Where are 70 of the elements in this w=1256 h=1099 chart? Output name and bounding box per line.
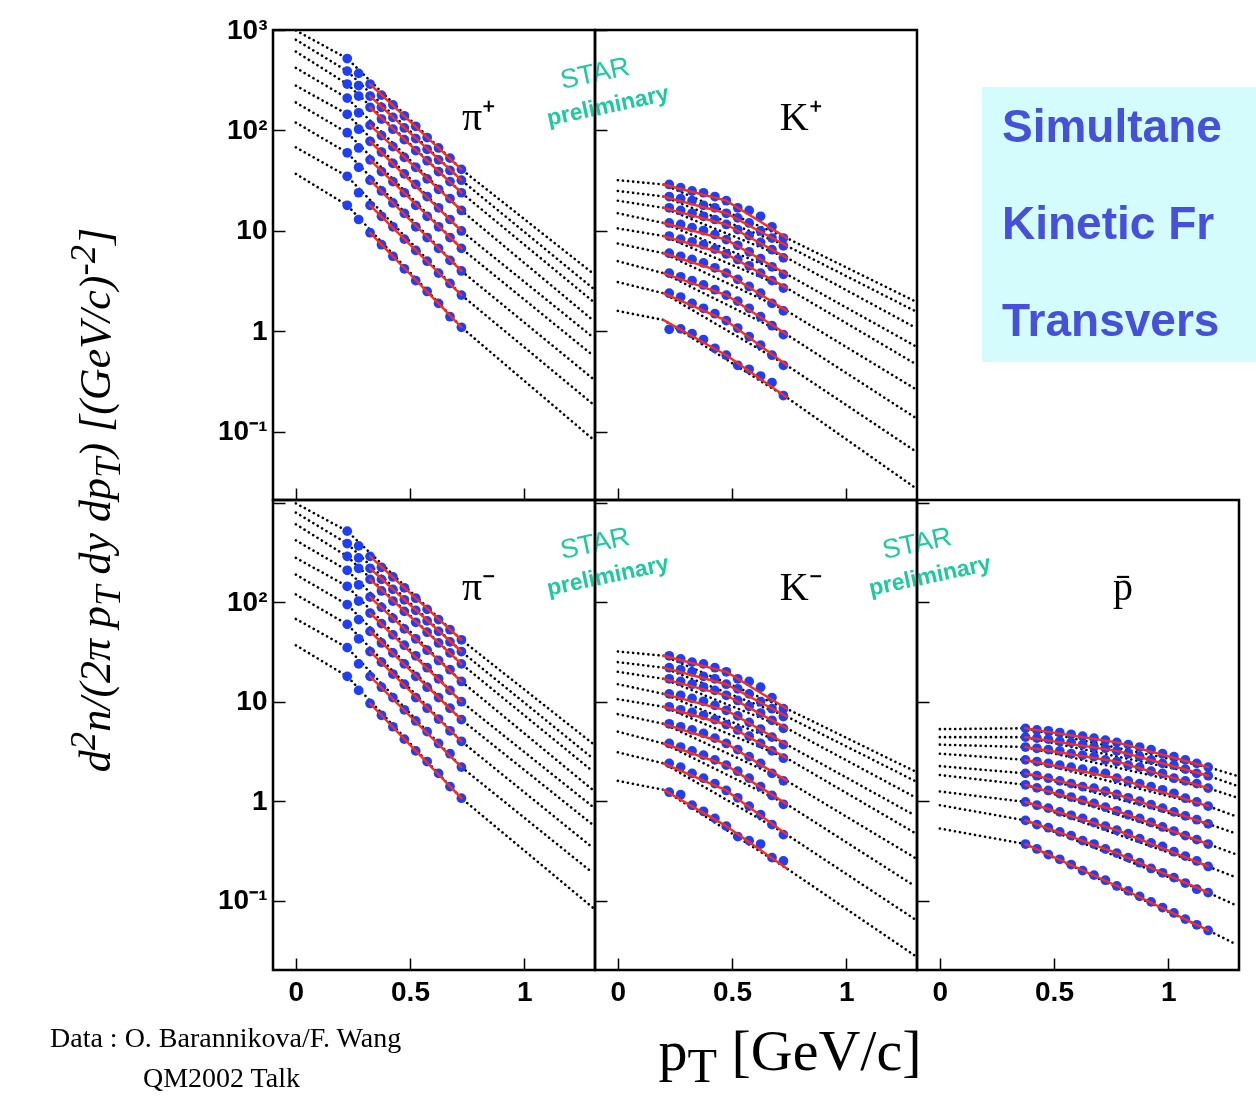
point — [353, 214, 364, 225]
text: QM2002 Talk — [143, 1062, 300, 1094]
point — [342, 147, 353, 158]
annotation: π⁺ — [461, 94, 497, 139]
x-tick-label: 0 — [932, 975, 949, 1007]
annotation: STAR — [879, 521, 955, 565]
point — [353, 143, 364, 153]
x-tick-label: 1 — [1160, 975, 1177, 1007]
point — [755, 839, 766, 849]
annotation: K⁺ — [779, 94, 823, 139]
y-tick-label: 10 — [236, 685, 268, 717]
annotation: p̄ — [1113, 564, 1134, 609]
point — [353, 633, 364, 644]
point — [353, 80, 364, 91]
point — [353, 107, 364, 118]
x-tick-label: 0 — [288, 975, 305, 1007]
point — [342, 53, 353, 64]
point — [353, 162, 364, 173]
point — [342, 642, 353, 653]
point — [342, 109, 353, 120]
point — [342, 79, 353, 89]
point — [342, 599, 353, 610]
x-tick-label: 0.5 — [391, 975, 430, 1007]
annotation: π⁻ — [461, 564, 497, 609]
x-tick-label: 0.5 — [1035, 975, 1074, 1007]
point — [342, 93, 353, 103]
point — [342, 66, 353, 76]
point — [342, 526, 353, 537]
point — [353, 540, 364, 551]
x-tick-label: 0.5 — [713, 975, 752, 1007]
y-tick-label: 1 — [251, 314, 268, 346]
point — [342, 671, 353, 682]
point — [342, 565, 353, 576]
text: Transvers — [1002, 293, 1220, 347]
point — [353, 659, 364, 669]
point — [342, 538, 353, 549]
point — [353, 187, 364, 198]
text: Kinetic Fr — [1002, 196, 1215, 250]
point — [353, 614, 364, 625]
y-tick-label: 1 — [251, 784, 268, 816]
y-tick-label: 10 — [236, 214, 268, 246]
x-tick-label: 1 — [838, 975, 855, 1007]
x-tick-label: 1 — [516, 975, 533, 1007]
point — [342, 200, 353, 211]
x-axis-title: p$_{T}$ [GeV/c] — [658, 1016, 922, 1094]
point — [342, 581, 353, 592]
point — [353, 563, 364, 574]
point — [342, 551, 353, 562]
point — [342, 619, 353, 630]
point — [353, 596, 364, 606]
x-tick-label: 0 — [610, 975, 627, 1007]
point — [353, 124, 364, 135]
point — [755, 682, 766, 693]
point — [342, 127, 353, 138]
point — [353, 685, 364, 696]
point — [353, 579, 364, 590]
annotation: STAR — [557, 51, 633, 95]
text: Data : O. Barannikova/F. Wang — [50, 1022, 402, 1054]
point — [664, 324, 675, 335]
y-tick-label: 10² — [227, 113, 268, 145]
y-tick-label: 10⁻¹ — [218, 884, 268, 916]
y-tick-label: 10⁻¹ — [218, 415, 268, 447]
point — [353, 68, 364, 79]
point — [353, 553, 364, 563]
annotation: STAR — [557, 521, 633, 565]
y-tick-label: 10² — [227, 585, 268, 617]
text: Simultane — [1002, 99, 1222, 153]
point — [342, 171, 353, 182]
annotation: K⁻ — [779, 564, 823, 609]
point — [353, 91, 364, 101]
